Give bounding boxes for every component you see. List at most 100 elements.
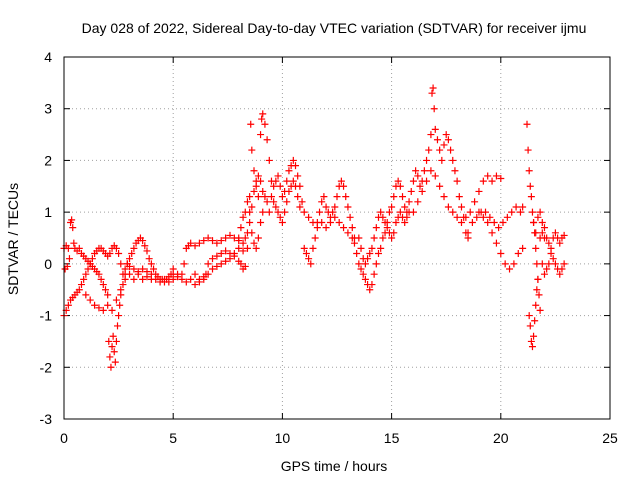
data-point — [252, 244, 260, 252]
data-point — [540, 224, 548, 232]
data-point — [447, 146, 455, 154]
data-point — [399, 193, 407, 201]
data-point — [65, 255, 73, 263]
data-point — [105, 337, 113, 345]
data-point — [248, 229, 256, 237]
data-point — [69, 224, 77, 232]
data-point — [64, 244, 72, 252]
y-tick-label: 4 — [44, 49, 52, 65]
data-point — [292, 182, 300, 190]
data-point — [75, 244, 83, 252]
data-point — [479, 177, 487, 185]
data-point — [528, 208, 536, 216]
data-point — [444, 203, 452, 211]
data-point — [499, 218, 507, 226]
data-point — [246, 193, 254, 201]
data-point — [191, 281, 199, 289]
data-point — [213, 252, 221, 260]
data-point — [530, 218, 538, 226]
data-point — [394, 177, 402, 185]
data-point — [540, 234, 548, 242]
data-point — [209, 237, 217, 245]
data-point — [82, 291, 90, 299]
data-point — [230, 250, 238, 258]
data-point — [492, 239, 500, 247]
data-point — [235, 244, 243, 252]
data-point — [217, 237, 225, 245]
data-point — [261, 193, 269, 201]
data-point — [368, 244, 376, 252]
data-point — [464, 229, 472, 237]
data-point — [141, 242, 149, 250]
data-point — [80, 275, 88, 283]
data-point — [536, 208, 544, 216]
y-tick-label: -2 — [40, 359, 53, 375]
data-point — [226, 231, 234, 239]
data-point — [468, 218, 476, 226]
x-tick-label: 5 — [169, 430, 177, 446]
data-point — [257, 177, 265, 185]
data-point — [355, 234, 363, 242]
data-point — [143, 247, 151, 255]
data-point — [436, 146, 444, 154]
data-point — [104, 291, 112, 299]
data-point — [247, 120, 255, 128]
data-point — [412, 167, 420, 175]
data-point — [479, 213, 487, 221]
data-point — [533, 286, 541, 294]
data-point — [259, 208, 267, 216]
data-point — [401, 203, 409, 211]
data-point — [497, 175, 505, 183]
data-point — [112, 244, 120, 252]
data-point — [428, 89, 436, 97]
data-point — [294, 172, 302, 180]
data-point — [300, 244, 308, 252]
data-point — [311, 234, 319, 242]
data-point — [364, 255, 372, 263]
data-point — [97, 275, 105, 283]
data-point — [104, 301, 112, 309]
data-point — [130, 275, 138, 283]
data-point — [110, 348, 118, 356]
data-point — [340, 224, 348, 232]
data-point — [241, 262, 249, 270]
data-point — [344, 203, 352, 211]
data-point — [549, 255, 557, 263]
data-point — [139, 237, 147, 245]
data-point — [139, 275, 147, 283]
data-point — [396, 182, 404, 190]
data-point — [309, 218, 317, 226]
data-point — [359, 270, 367, 278]
data-point — [442, 131, 450, 139]
data-point — [150, 265, 158, 273]
data-point — [320, 193, 328, 201]
data-point — [405, 198, 413, 206]
data-point — [524, 146, 532, 154]
data-point — [267, 193, 275, 201]
data-point — [237, 260, 245, 268]
data-point — [490, 218, 498, 226]
data-point — [427, 131, 435, 139]
data-point — [361, 260, 369, 268]
data-point — [276, 182, 284, 190]
data-point — [91, 301, 99, 309]
data-point — [534, 275, 542, 283]
data-point — [243, 244, 251, 252]
data-point — [222, 257, 230, 265]
data-point — [329, 208, 337, 216]
data-point — [209, 255, 217, 263]
data-point — [139, 265, 147, 273]
data-point — [425, 146, 433, 154]
y-axis-title: SDTVAR / TECUs — [5, 183, 21, 295]
data-point — [377, 244, 385, 252]
data-point — [305, 213, 313, 221]
data-point — [488, 229, 496, 237]
data-point — [431, 172, 439, 180]
y-tick-label: 3 — [44, 101, 52, 117]
data-point — [274, 172, 282, 180]
data-point — [527, 337, 535, 345]
y-tick-label: 0 — [44, 256, 52, 272]
data-point — [108, 306, 116, 314]
data-point — [191, 242, 199, 250]
data-point — [180, 260, 188, 268]
